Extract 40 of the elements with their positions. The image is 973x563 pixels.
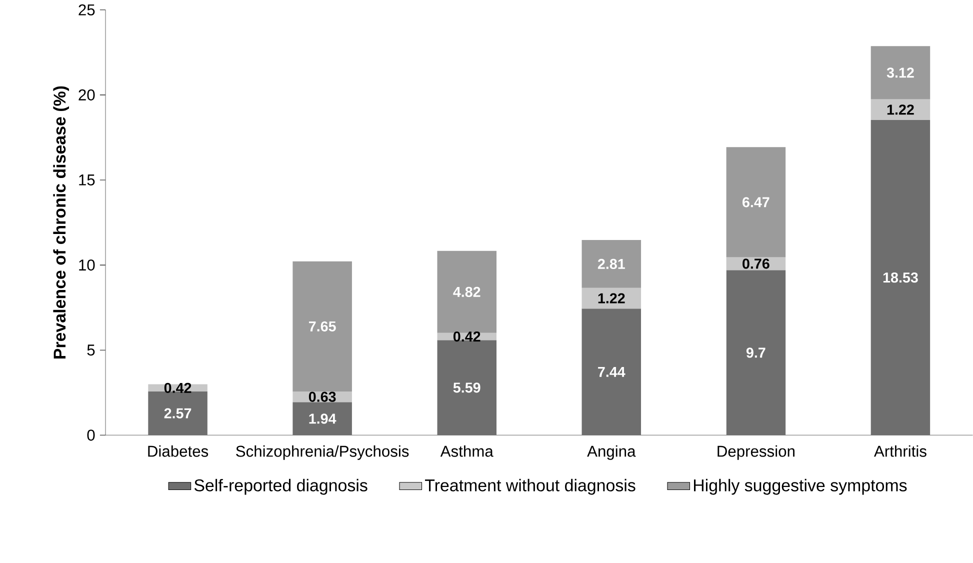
bar xyxy=(870,99,930,120)
y-tick-label: 25 xyxy=(78,4,95,16)
legend-label: Treatment without diagnosis xyxy=(425,479,636,495)
data-label: 1.94 xyxy=(309,414,336,424)
data-label: 7.65 xyxy=(308,321,336,332)
data-label: 9.7 xyxy=(746,348,766,358)
data-label: 5.59 xyxy=(453,382,480,393)
x-tick-label: Asthma xyxy=(440,445,494,457)
data-label: 3.12 xyxy=(886,68,914,78)
data-label: 1.22 xyxy=(887,104,914,115)
data-label: 6.47 xyxy=(742,197,770,208)
legend-label: Self-reported diagnosis xyxy=(194,479,368,495)
bar xyxy=(582,240,642,288)
legend-label: Highly suggestive symptoms xyxy=(694,479,907,495)
bar xyxy=(582,288,642,309)
data-label: 0.42 xyxy=(453,332,480,342)
data-label: 2.57 xyxy=(164,408,192,419)
x-tick-label: Arthritis xyxy=(874,445,926,457)
x-tick-label: Angina xyxy=(587,445,636,460)
data-label: 1.22 xyxy=(598,293,625,304)
x-tick-label: Schizophrenia/Psychosis xyxy=(236,445,409,460)
data-label: 0.63 xyxy=(308,392,336,402)
y-tick-label: 20 xyxy=(78,90,95,101)
data-label: 2.81 xyxy=(598,258,625,270)
x-tick-label: Diabetes xyxy=(148,445,208,457)
data-label: 4.82 xyxy=(453,286,480,298)
data-label: 18.53 xyxy=(883,272,918,283)
bar xyxy=(437,251,496,334)
data-label: 0.76 xyxy=(742,258,770,269)
y-tick-label: 15 xyxy=(79,174,95,186)
y-axis-title: Prevalence of chronic disease (%) xyxy=(53,86,69,359)
y-tick-label: 0 xyxy=(87,430,95,441)
data-label: 7.44 xyxy=(598,367,626,377)
y-tick-label: 5 xyxy=(87,344,95,356)
data-label: 0.42 xyxy=(164,382,192,394)
bar xyxy=(870,46,930,100)
x-tick-label: Depression xyxy=(718,445,794,460)
bar xyxy=(292,261,352,392)
bar xyxy=(726,147,786,258)
y-tick-label: 10 xyxy=(79,260,95,271)
